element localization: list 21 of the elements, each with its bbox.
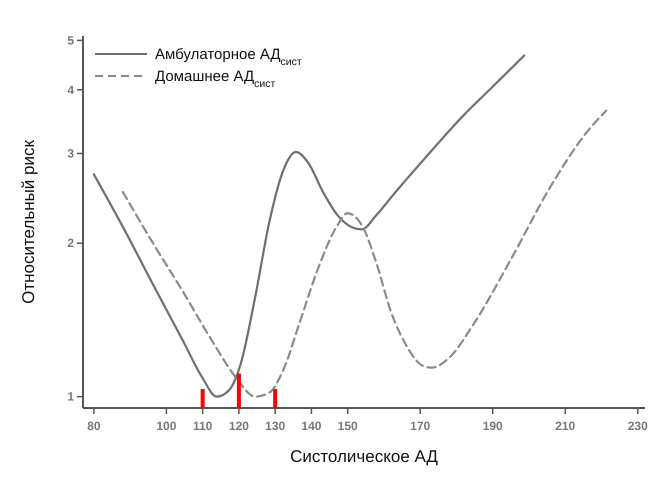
x-tick-label: 130 (265, 419, 286, 433)
x-tick-label: 140 (301, 419, 322, 433)
y-axis-title: Относительный риск (19, 140, 38, 304)
y-tick-label: 4 (67, 82, 74, 97)
x-tick-label: 150 (338, 419, 358, 433)
y-tick-label: 2 (67, 236, 74, 250)
legend-label: Домашнее АД$_{сист}$ (155, 68, 276, 90)
line-series (122, 110, 608, 398)
x-tick-label: 210 (555, 419, 576, 433)
y-tick-label: 1 (67, 390, 74, 404)
x-tick-label: 110 (192, 419, 213, 433)
x-tick-label: 100 (156, 419, 177, 433)
x-tick-label: 120 (228, 419, 250, 433)
legend-label: Амбулаторное АД$_{сист}$ (155, 46, 302, 68)
x-tick-label: 80 (87, 419, 101, 433)
x-tick-label: 170 (410, 419, 431, 433)
x-tick-label: 230 (628, 419, 648, 433)
y-tick-label: 3 (67, 146, 74, 160)
x-tick-label: 190 (482, 419, 504, 433)
x-axis-title: Систолическое АД (290, 447, 438, 466)
y-tick-label: 5 (67, 33, 74, 48)
